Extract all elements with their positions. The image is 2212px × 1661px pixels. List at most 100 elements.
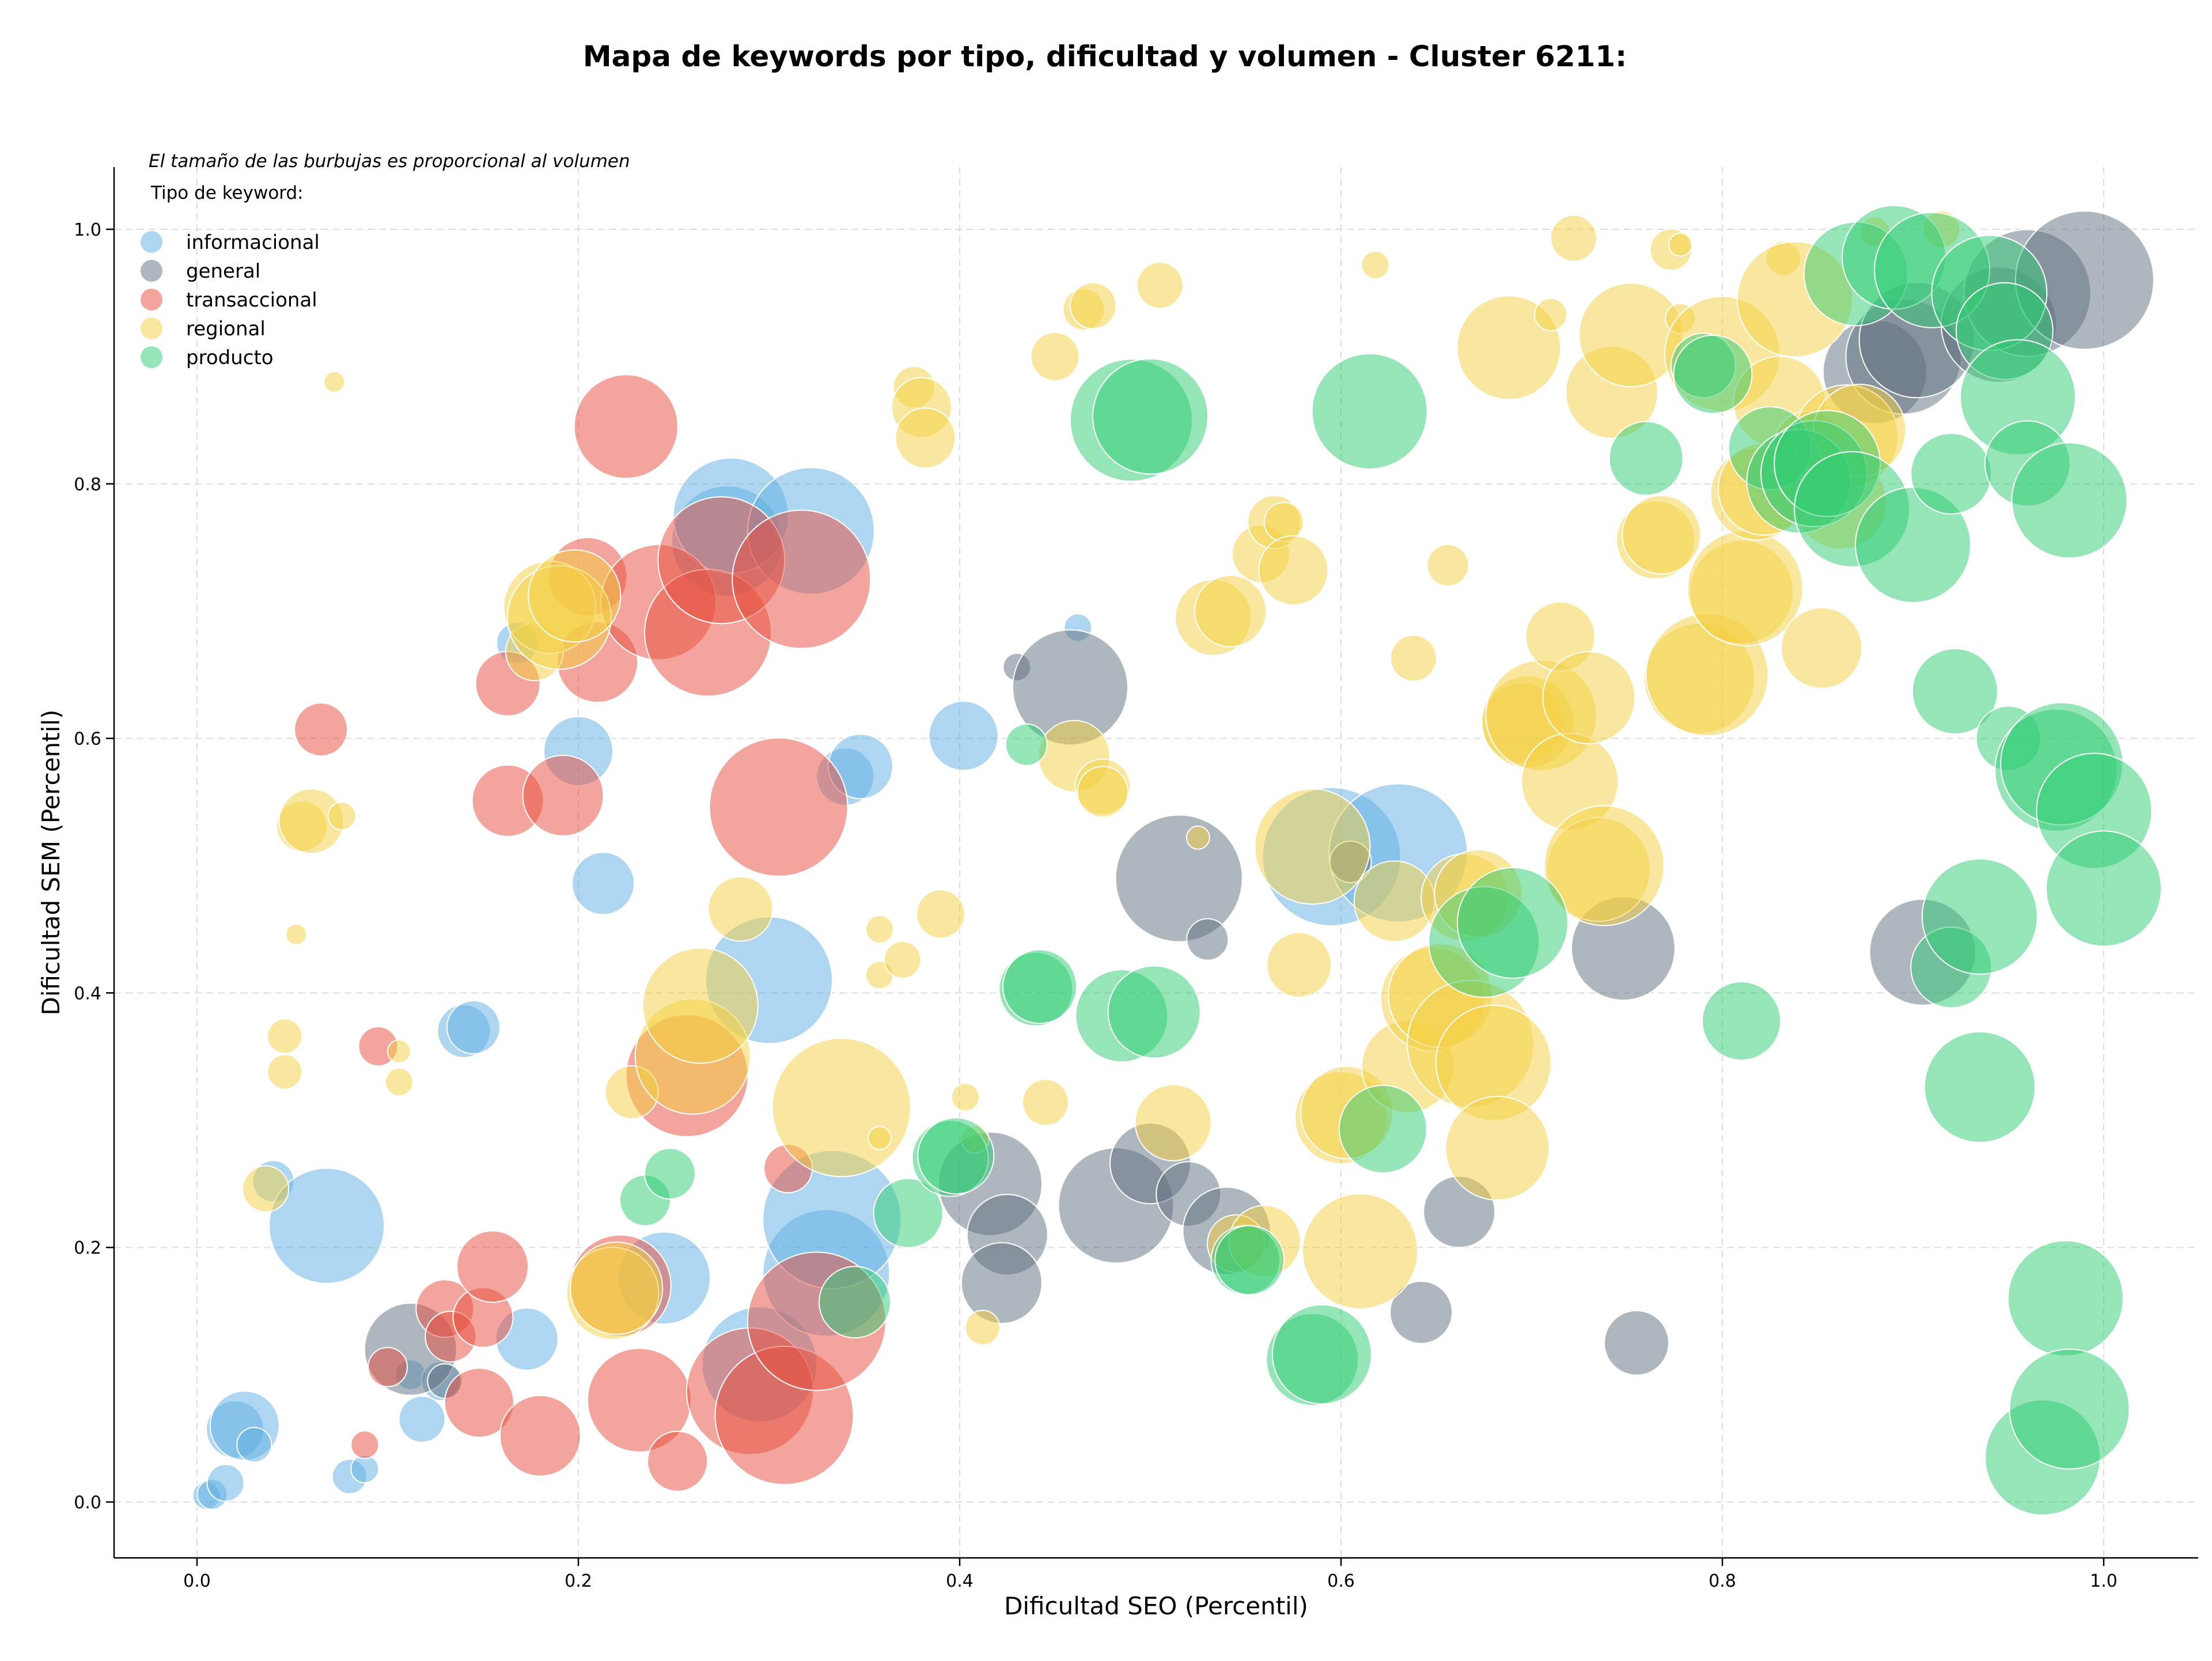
bubble-informacional [398, 1395, 446, 1443]
bubble-producto [1338, 1084, 1427, 1174]
bubble-transaccional [732, 509, 872, 649]
bubble-regional [1136, 262, 1184, 309]
bubble-transaccional [499, 1395, 581, 1477]
bubble-general [1186, 918, 1229, 961]
bubble-regional [267, 1018, 303, 1054]
bubble-transaccional [522, 755, 604, 837]
bubble-producto [2046, 830, 2162, 947]
bubble-regional [1258, 535, 1329, 606]
bubble-informacional [446, 1000, 501, 1055]
bubble-regional [570, 1241, 664, 1335]
ticks: 0.0 0.2 0.4 0.6 0.8 1.0 0.0 0.2 0.4 0.6 0.8 1.0 [74, 220, 2118, 1591]
bubble-producto [1311, 353, 1428, 470]
bubble-transaccional [647, 1431, 709, 1492]
legend-marker-regional [141, 317, 162, 339]
bubble-producto [1092, 358, 1209, 475]
bubble-producto [1910, 433, 1993, 515]
y-tick-label: 1.0 [74, 220, 101, 240]
bubble-informacional [268, 1167, 385, 1284]
legend-label-producto: producto [186, 346, 274, 369]
x-tick-label: 0.6 [1327, 1571, 1355, 1591]
bubble-producto [1921, 858, 2038, 975]
bubble-transaccional [368, 1346, 408, 1387]
bubble-regional [1266, 932, 1332, 998]
bubble-regional [707, 876, 774, 942]
bubble-producto [1456, 867, 1569, 979]
bubble-producto [1271, 1304, 1372, 1405]
y-tick-label: 0.6 [74, 729, 101, 750]
legend-label-general: general [186, 260, 260, 283]
bubble-regional [642, 947, 759, 1064]
legend-title: Tipo de keyword: [150, 183, 304, 203]
bubble-regional [1668, 232, 1693, 257]
bubble-regional [950, 1083, 980, 1112]
bubble-regional [1622, 495, 1702, 575]
bubble-regional [1426, 544, 1469, 587]
bubble-regional [1069, 282, 1117, 330]
legend-label-transaccional: transaccional [186, 289, 317, 312]
bubble-producto [1608, 421, 1684, 496]
bubble-regional [1550, 214, 1597, 262]
bubble-regional [1389, 634, 1437, 682]
bubble-regional [1456, 295, 1562, 400]
bubble-producto [1005, 723, 1048, 766]
legend-label-informacional: informacional [186, 231, 320, 254]
bubble-regional [771, 1038, 911, 1178]
x-tick-label: 0.8 [1709, 1571, 1736, 1591]
bubble-regional [384, 1068, 414, 1097]
bubble-regional [1543, 805, 1665, 926]
bubble-transaccional [573, 374, 679, 479]
bubble-producto [1107, 965, 1201, 1059]
bubble-producto [1673, 334, 1753, 414]
bubble-producto [643, 1148, 696, 1200]
bubble-producto [873, 1178, 944, 1248]
chart-title: Mapa de keywords por tipo, dificultad y … [583, 40, 1627, 73]
bubble-general [1604, 1310, 1670, 1376]
bubble-transaccional [456, 1230, 529, 1303]
bubble-regional [1445, 1095, 1550, 1201]
bubble-regional [1077, 766, 1129, 818]
bubble-general [1115, 814, 1243, 943]
x-axis-label: Dificultad SEO (Percentil) [1004, 1592, 1308, 1620]
legend-label-regional: regional [186, 317, 266, 340]
x-tick-label: 1.0 [2090, 1571, 2118, 1591]
bubble-informacional [236, 1427, 272, 1463]
y-tick-label: 0.2 [74, 1238, 101, 1258]
legend-marker-transaccional [141, 289, 162, 311]
bubble-informacional [206, 1463, 245, 1502]
bubble-regional [267, 1054, 303, 1090]
x-tick-label: 0.2 [565, 1571, 592, 1591]
x-tick-label: 0.4 [946, 1571, 974, 1591]
bubble-regional [1134, 1084, 1212, 1161]
bubble-general [960, 1242, 1043, 1325]
bubble-regional [883, 940, 922, 979]
legend-items: informacional general transaccional regiona… [141, 231, 320, 369]
bubble-regional [1781, 607, 1863, 689]
bubble-informacional [571, 852, 635, 915]
bubble-regional [964, 1310, 1001, 1346]
bubble-transaccional [294, 702, 349, 757]
legend: El tamaño de las burbujas es proporciona… [141, 151, 630, 369]
y-tick-label: 0.4 [74, 983, 101, 1004]
bubble-regional [242, 1165, 290, 1213]
bubble-regional [387, 1039, 411, 1064]
bubble-transaccional [350, 1430, 380, 1459]
bubble-regional [1542, 650, 1636, 744]
bubble-regional [1021, 1079, 1069, 1126]
bubble-informacional [350, 1454, 380, 1484]
bubble-general [1389, 1280, 1453, 1344]
x-tick-label: 0.0 [183, 1571, 211, 1591]
legend-marker-informacional [141, 231, 162, 253]
bubble-producto [818, 1266, 891, 1339]
bubble-producto [2007, 1240, 2124, 1357]
bubble-layer [192, 205, 2162, 1516]
bubble-regional [1534, 298, 1568, 332]
bubble-transaccional [444, 1367, 514, 1438]
bubble-size-note: El tamaño de las burbujas es proporciona… [149, 151, 630, 172]
bubble-regional [528, 549, 622, 643]
bubble-regional [1030, 331, 1080, 381]
bubble-producto [1214, 1225, 1285, 1296]
bubble-producto [1911, 648, 1998, 735]
bubble-informacional [928, 701, 999, 771]
